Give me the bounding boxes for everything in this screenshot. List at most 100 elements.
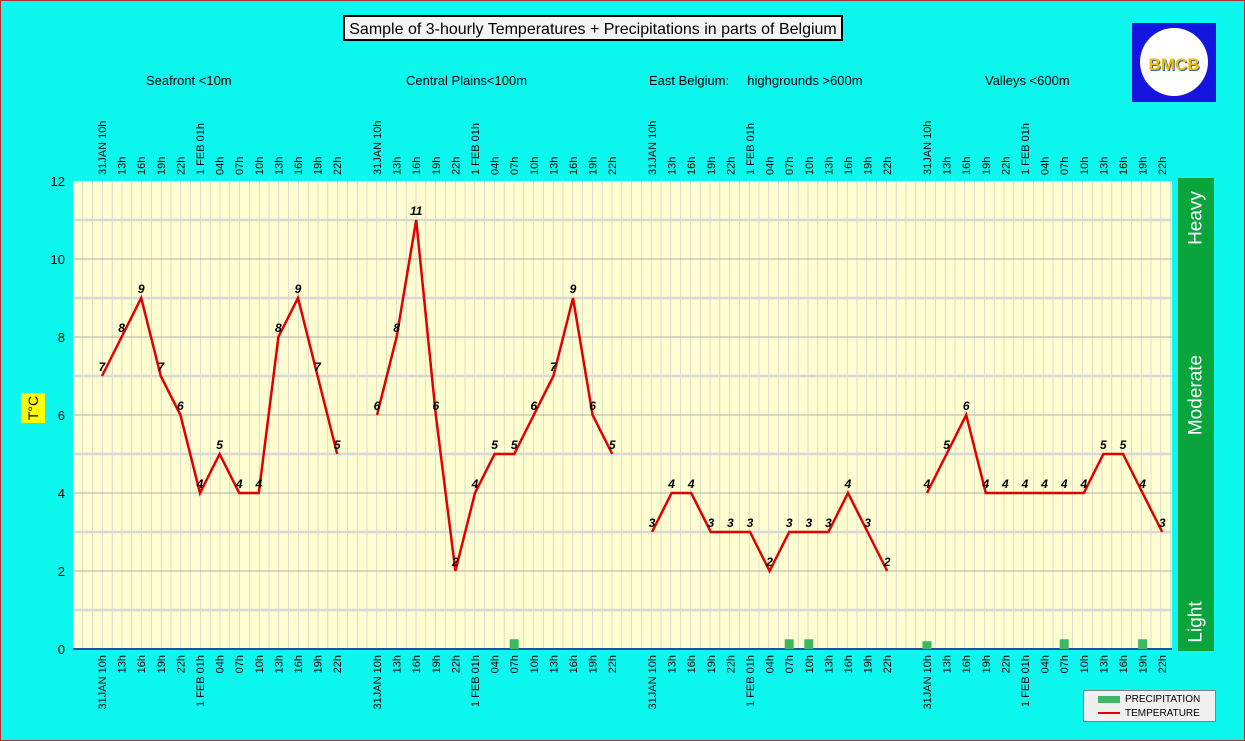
legend-swatch-temperature (1098, 712, 1120, 715)
x-tick-label-top: 13h (1098, 157, 1110, 175)
x-tick-label-top: 07h (784, 157, 796, 175)
x-tick-label-bottom: 31JAN 10h (922, 655, 934, 709)
temperature-data-label: 4 (254, 477, 262, 491)
y-tick-label: 6 (58, 408, 65, 423)
x-tick-label-bottom: 04h (215, 655, 227, 673)
x-tick-label-bottom: 10h (1079, 655, 1091, 673)
x-tick-label-top: 22h (450, 157, 462, 175)
temperature-data-label: 4 (844, 477, 852, 491)
precipitation-bar (804, 639, 814, 649)
temperature-data-label: 5 (943, 438, 950, 452)
x-tick-label-top: 13h (667, 157, 679, 175)
temperature-data-label: 3 (747, 516, 754, 530)
temperature-data-label: 3 (707, 516, 714, 530)
temperature-data-label: 6 (374, 399, 381, 413)
x-tick-label-bottom: 10h (529, 655, 541, 673)
x-tick-label-top: 22h (175, 157, 187, 175)
x-tick-label-top: 22h (1157, 157, 1169, 175)
x-tick-label-bottom: 13h (942, 655, 954, 673)
x-tick-label-top: 31JAN 10h (647, 121, 659, 175)
temperature-data-label: 8 (275, 321, 282, 335)
intensity-label-light: Light (1186, 601, 1207, 643)
temperature-data-label: 5 (334, 438, 341, 452)
temperature-data-label: 4 (1040, 477, 1048, 491)
x-tick-label-top: 16h (1118, 157, 1130, 175)
x-tick-label-bottom: 22h (725, 655, 737, 673)
intensity-label-moderate: Moderate (1186, 355, 1207, 435)
x-tick-label-bottom: 13h (273, 655, 285, 673)
temperature-data-label: 5 (1100, 438, 1107, 452)
x-tick-label-bottom: 04h (1040, 655, 1052, 673)
temperature-data-label: 4 (471, 477, 479, 491)
intensity-bar (1178, 178, 1214, 651)
x-tick-label-bottom: 1 FEB 01h (745, 655, 757, 707)
x-tick-label-bottom: 16h (1118, 655, 1130, 673)
x-tick-label-top: 31JAN 10h (372, 121, 384, 175)
x-tick-label-top: 19h (706, 157, 718, 175)
temperature-data-label: 4 (981, 477, 989, 491)
x-tick-label-bottom: 19h (588, 655, 600, 673)
x-tick-label-top: 16h (961, 157, 973, 175)
x-tick-label-bottom: 31JAN 10h (372, 655, 384, 709)
x-tick-label-top: 16h (411, 157, 423, 175)
x-tick-label-top: 31JAN 10h (922, 121, 934, 175)
x-tick-label-bottom: 07h (784, 655, 796, 673)
x-tick-label-bottom: 16h (293, 655, 305, 673)
legend-label-precipitation: PRECIPITATION (1125, 694, 1201, 705)
intensity-label-heavy: Heavy (1186, 191, 1207, 245)
temperature-data-label: 4 (1138, 477, 1146, 491)
x-tick-label-bottom: 07h (509, 655, 521, 673)
x-tick-label-bottom: 31JAN 10h (97, 655, 109, 709)
legend-item-temperature: TEMPERATURE (1098, 708, 1200, 720)
x-tick-label-bottom: 19h (313, 655, 325, 673)
temperature-data-label: 3 (786, 516, 793, 530)
region-label-east-belgium: East Belgium: highgrounds >600m (649, 73, 863, 88)
x-tick-label-bottom: 16h (568, 655, 580, 673)
x-tick-label-bottom: 22h (607, 655, 619, 673)
x-tick-label-top: 13h (823, 157, 835, 175)
x-tick-label-top: 16h (293, 157, 305, 175)
x-tick-label-top: 19h (431, 157, 443, 175)
x-tick-label-top: 04h (765, 157, 777, 175)
x-tick-label-top: 31JAN 10h (97, 121, 109, 175)
x-tick-label-bottom: 19h (156, 655, 168, 673)
temperature-data-label: 9 (295, 282, 302, 296)
temperature-data-label: 3 (649, 516, 656, 530)
temperature-data-label: 4 (1021, 477, 1029, 491)
y-tick-label: 12 (51, 174, 65, 189)
temperature-data-label: 3 (825, 516, 832, 530)
x-tick-label-bottom: 19h (431, 655, 443, 673)
temperature-data-label: 4 (196, 477, 204, 491)
precipitation-bar (784, 639, 794, 649)
x-tick-label-bottom: 22h (882, 655, 894, 673)
temperature-data-label: 7 (157, 360, 165, 374)
temperature-line (925, 411, 1164, 533)
x-tick-label-top: 16h (136, 157, 148, 175)
x-tick-label-top: 19h (156, 157, 168, 175)
temperature-data-label: 8 (393, 321, 400, 335)
legend-swatch-precipitation (1098, 695, 1120, 703)
x-tick-label-bottom: 04h (765, 655, 777, 673)
temperature-data-label: 6 (432, 399, 439, 413)
temperature-data-label: 3 (1159, 516, 1166, 530)
x-tick-label-top: 19h (588, 157, 600, 175)
x-tick-label-top: 13h (273, 157, 285, 175)
temperature-line (375, 219, 614, 572)
legend: PRECIPITATION TEMPERATURE (1083, 690, 1216, 722)
x-tick-label-bottom: 22h (332, 655, 344, 673)
x-tick-label-top: 19h (1138, 157, 1150, 175)
legend-label-temperature: TEMPERATURE (1125, 708, 1200, 719)
x-tick-label-top: 13h (942, 157, 954, 175)
x-tick-label-bottom: 04h (490, 655, 502, 673)
temperature-line (650, 490, 889, 574)
legend-item-precipitation: PRECIPITATION (1098, 694, 1200, 706)
x-tick-label-top: 13h (548, 157, 560, 175)
temperature-data-label: 5 (491, 438, 498, 452)
x-tick-label-bottom: 31JAN 10h (647, 655, 659, 709)
x-tick-label-bottom: 13h (823, 655, 835, 673)
region-label-seafront: Seafront <10m (146, 73, 232, 88)
x-tick-label-top: 16h (568, 157, 580, 175)
x-tick-label-top: 04h (215, 157, 227, 175)
temperature-data-label: 6 (530, 399, 537, 413)
